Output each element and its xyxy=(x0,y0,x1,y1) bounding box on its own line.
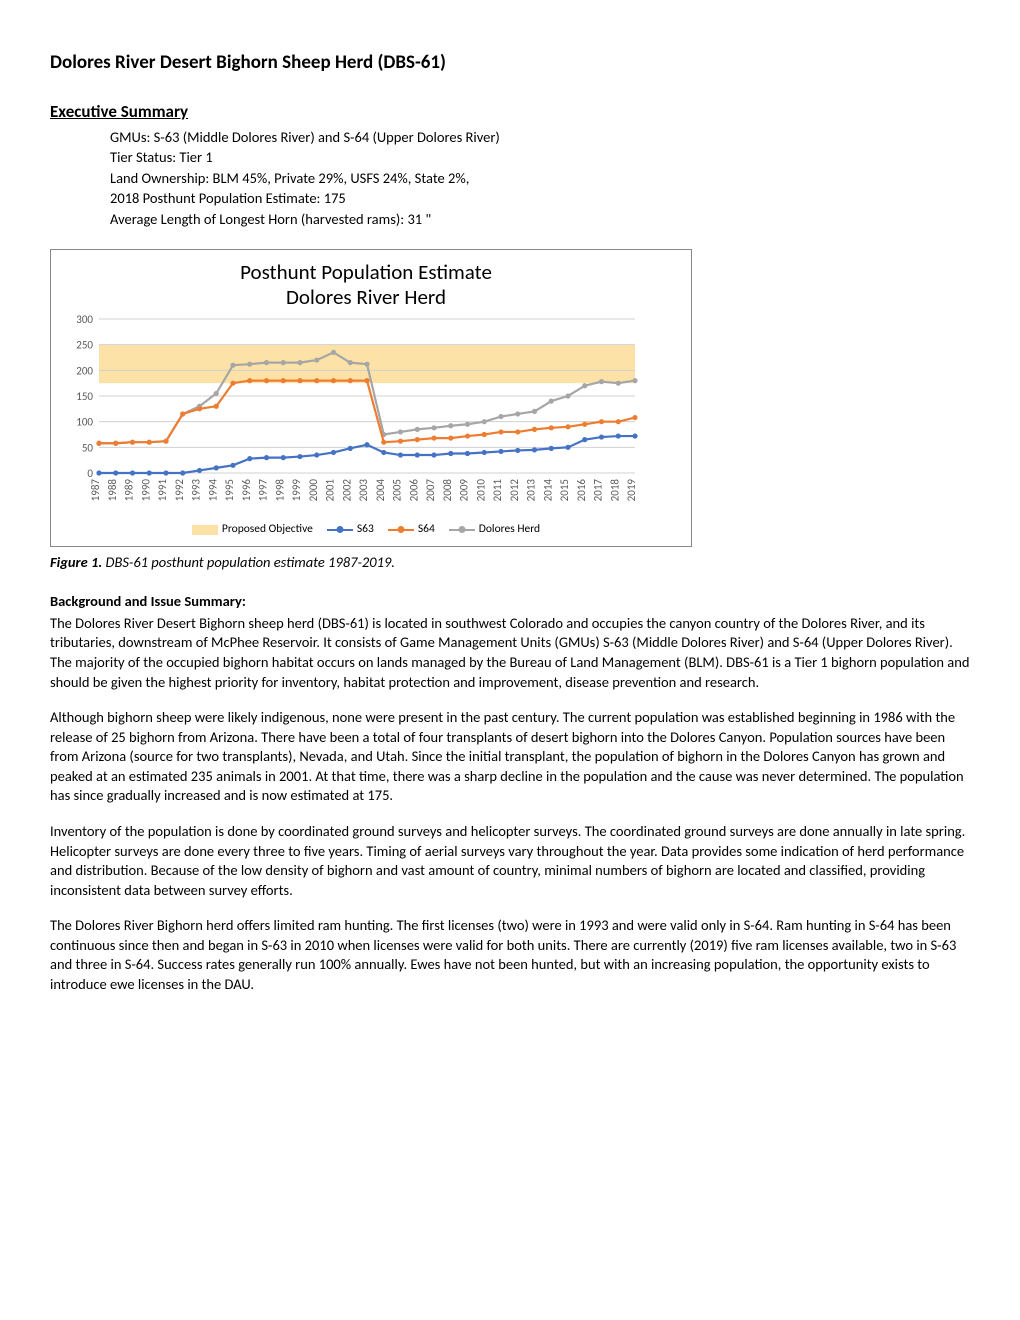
svg-text:2005: 2005 xyxy=(391,479,404,501)
figure-text: DBS-61 posthunt population estimate 1987… xyxy=(102,553,395,571)
legend-s63-label: S63 xyxy=(357,522,374,538)
chart-plot: 0 50 100 150 200 250 300 1987 1988 19891990 1991 19… xyxy=(61,313,671,519)
svg-text:2011: 2011 xyxy=(491,478,504,501)
legend-proposed: Proposed Objective xyxy=(192,522,313,538)
svg-text:2003: 2003 xyxy=(357,478,370,501)
legend-herd-label: Dolores Herd xyxy=(479,522,540,538)
svg-text:2014: 2014 xyxy=(541,478,554,501)
svg-text:2007: 2007 xyxy=(424,478,437,501)
svg-text:200: 200 xyxy=(76,364,93,377)
svg-text:1988: 1988 xyxy=(106,478,119,501)
svg-text:1998: 1998 xyxy=(273,478,286,501)
svg-text:1993: 1993 xyxy=(190,478,203,501)
svg-text:300: 300 xyxy=(76,313,93,326)
svg-text:1996: 1996 xyxy=(240,478,253,501)
paragraph-4: The Dolores River Bighorn herd offers li… xyxy=(50,916,970,994)
svg-text:1999: 1999 xyxy=(290,478,303,501)
svg-text:2008: 2008 xyxy=(441,478,454,501)
legend-s63: S63 xyxy=(327,522,374,538)
exec-summary-header: Executive Summary xyxy=(50,101,970,124)
svg-text:2000: 2000 xyxy=(307,478,320,501)
summary-horn: Average Length of Longest Horn (harveste… xyxy=(110,210,970,230)
legend-herd-line xyxy=(449,529,475,531)
svg-text:2018: 2018 xyxy=(608,478,621,501)
svg-text:1997: 1997 xyxy=(257,478,270,501)
svg-text:2006: 2006 xyxy=(407,478,420,501)
svg-text:250: 250 xyxy=(76,338,93,351)
svg-text:2013: 2013 xyxy=(525,478,538,501)
legend-s63-line xyxy=(327,529,353,531)
figure-caption: Figure 1. DBS-61 posthunt population est… xyxy=(50,553,970,573)
paragraph-1: The Dolores River Desert Bighorn sheep h… xyxy=(50,614,970,692)
svg-text:50: 50 xyxy=(82,441,94,454)
page-title: Dolores River Desert Bighorn Sheep Herd … xyxy=(50,50,970,76)
chart-title-line1: Posthunt Population Estimate xyxy=(240,259,492,285)
svg-text:0: 0 xyxy=(87,467,93,480)
chart-container: Posthunt Population Estimate Dolores Riv… xyxy=(50,249,692,546)
exec-summary-block: GMUs: S-63 (Middle Dolores River) and S-… xyxy=(110,128,970,230)
legend-s64-line xyxy=(388,529,414,531)
svg-text:2017: 2017 xyxy=(592,478,605,501)
svg-text:1989: 1989 xyxy=(123,478,136,501)
legend-herd: Dolores Herd xyxy=(449,522,540,538)
legend-s64-label: S64 xyxy=(418,522,435,538)
svg-text:1990: 1990 xyxy=(139,478,152,501)
svg-text:100: 100 xyxy=(76,415,93,428)
paragraph-3: Inventory of the population is done by c… xyxy=(50,822,970,900)
svg-text:1992: 1992 xyxy=(173,478,186,501)
svg-text:2002: 2002 xyxy=(340,478,353,501)
summary-pop: 2018 Posthunt Population Estimate: 175 xyxy=(110,189,970,209)
figure-label: Figure 1. xyxy=(50,553,102,571)
svg-text:2010: 2010 xyxy=(474,478,487,501)
svg-text:2016: 2016 xyxy=(575,478,588,501)
svg-text:150: 150 xyxy=(76,390,93,403)
legend-s64: S64 xyxy=(388,522,435,538)
legend-proposed-swatch xyxy=(192,525,218,535)
chart-title-line2: Dolores River Herd xyxy=(286,284,446,310)
chart-svg: 0 50 100 150 200 250 300 1987 1988 19891990 1991 19… xyxy=(61,313,641,513)
svg-text:2019: 2019 xyxy=(625,478,638,501)
svg-text:1994: 1994 xyxy=(206,478,219,501)
paragraph-2: Although bighorn sheep were likely indig… xyxy=(50,708,970,806)
svg-text:1995: 1995 xyxy=(223,479,236,501)
background-header: Background and Issue Summary: xyxy=(50,592,970,612)
chart-title: Posthunt Population Estimate Dolores Riv… xyxy=(61,260,671,308)
svg-text:2009: 2009 xyxy=(458,478,471,501)
svg-text:2004: 2004 xyxy=(374,478,387,501)
chart-legend: Proposed Objective S63 S64 Dolores Herd xyxy=(61,522,671,538)
svg-text:2012: 2012 xyxy=(508,478,521,501)
summary-land: Land Ownership: BLM 45%, Private 29%, US… xyxy=(110,169,970,189)
svg-text:1991: 1991 xyxy=(156,478,169,501)
legend-proposed-label: Proposed Objective xyxy=(222,522,313,538)
svg-text:2015: 2015 xyxy=(558,479,571,501)
summary-gmu: GMUs: S-63 (Middle Dolores River) and S-… xyxy=(110,128,970,148)
svg-text:1987: 1987 xyxy=(89,478,102,501)
svg-text:2001: 2001 xyxy=(324,478,337,501)
summary-tier: Tier Status: Tier 1 xyxy=(110,148,970,168)
